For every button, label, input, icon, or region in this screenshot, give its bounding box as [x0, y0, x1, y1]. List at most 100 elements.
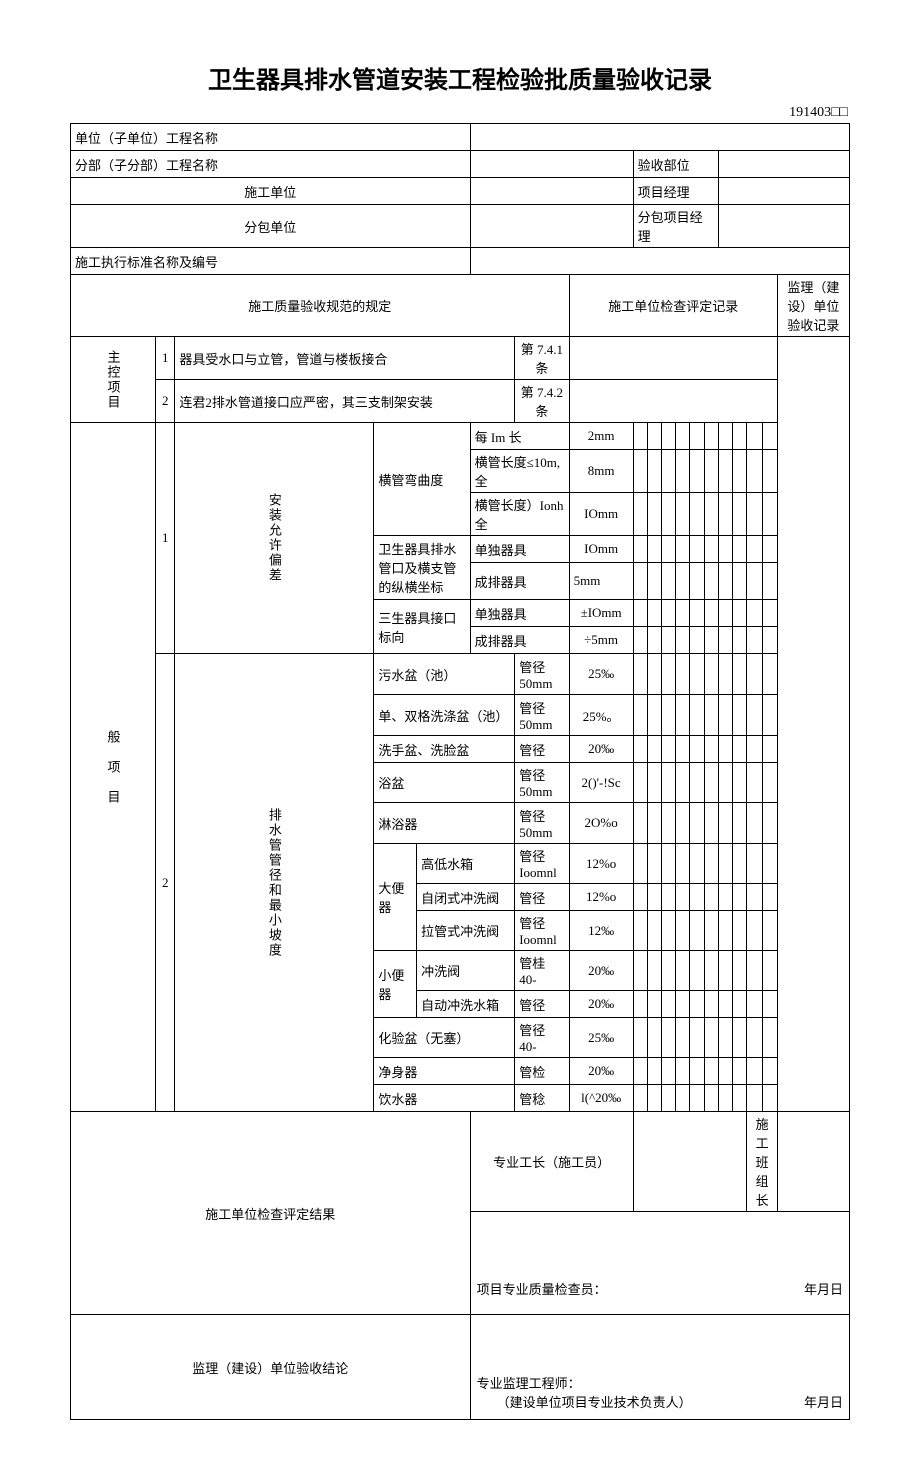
- chk[interactable]: [762, 563, 777, 600]
- chk[interactable]: [662, 423, 676, 450]
- chk[interactable]: [704, 423, 718, 450]
- chk[interactable]: [647, 536, 661, 563]
- chk[interactable]: [718, 1085, 732, 1112]
- chk[interactable]: [704, 803, 718, 844]
- chk[interactable]: [633, 1058, 647, 1085]
- chk[interactable]: [662, 763, 676, 803]
- chk[interactable]: [747, 600, 762, 627]
- chk[interactable]: [633, 627, 647, 654]
- chk[interactable]: [762, 1058, 777, 1085]
- chk[interactable]: [690, 695, 704, 736]
- chk[interactable]: [690, 600, 704, 627]
- chk[interactable]: [704, 695, 718, 736]
- chk[interactable]: [762, 991, 777, 1018]
- chk[interactable]: [647, 654, 661, 695]
- chk[interactable]: [662, 654, 676, 695]
- chk[interactable]: [647, 803, 661, 844]
- chk[interactable]: [662, 803, 676, 844]
- chk[interactable]: [733, 627, 747, 654]
- chk[interactable]: [647, 450, 661, 493]
- chk[interactable]: [676, 600, 690, 627]
- chk[interactable]: [733, 844, 747, 884]
- chk[interactable]: [704, 736, 718, 763]
- inspector-block[interactable]: 项目专业质量检查员： 年月日: [470, 1212, 849, 1315]
- chk[interactable]: [718, 1058, 732, 1085]
- chk[interactable]: [676, 654, 690, 695]
- chk[interactable]: [647, 1058, 661, 1085]
- chk[interactable]: [647, 884, 661, 911]
- chk[interactable]: [676, 1018, 690, 1058]
- chk[interactable]: [633, 600, 647, 627]
- chk[interactable]: [762, 627, 777, 654]
- chk[interactable]: [633, 763, 647, 803]
- chk[interactable]: [747, 654, 762, 695]
- chk[interactable]: [747, 763, 762, 803]
- chk[interactable]: [733, 763, 747, 803]
- chk[interactable]: [690, 450, 704, 493]
- chk[interactable]: [633, 1085, 647, 1112]
- chk[interactable]: [704, 951, 718, 991]
- chk[interactable]: [718, 763, 732, 803]
- chk[interactable]: [676, 991, 690, 1018]
- chk[interactable]: [762, 844, 777, 884]
- chk[interactable]: [718, 654, 732, 695]
- chk[interactable]: [662, 1018, 676, 1058]
- chk[interactable]: [762, 493, 777, 536]
- chk[interactable]: [633, 450, 647, 493]
- chk[interactable]: [662, 844, 676, 884]
- chk[interactable]: [747, 695, 762, 736]
- chk[interactable]: [747, 536, 762, 563]
- chk[interactable]: [633, 493, 647, 536]
- chk[interactable]: [647, 1018, 661, 1058]
- chk[interactable]: [676, 1058, 690, 1085]
- chk[interactable]: [762, 803, 777, 844]
- chk[interactable]: [747, 627, 762, 654]
- unit-project-value[interactable]: [470, 124, 849, 151]
- chk[interactable]: [633, 536, 647, 563]
- chk[interactable]: [762, 763, 777, 803]
- chk[interactable]: [733, 423, 747, 450]
- chk[interactable]: [690, 1085, 704, 1112]
- chk[interactable]: [676, 763, 690, 803]
- chk[interactable]: [718, 695, 732, 736]
- chk[interactable]: [733, 493, 747, 536]
- chk[interactable]: [718, 884, 732, 911]
- chk[interactable]: [690, 1058, 704, 1085]
- chk[interactable]: [747, 803, 762, 844]
- chk[interactable]: [733, 951, 747, 991]
- chk[interactable]: [762, 695, 777, 736]
- chk[interactable]: [647, 563, 661, 600]
- chk[interactable]: [647, 991, 661, 1018]
- chk[interactable]: [690, 844, 704, 884]
- chk[interactable]: [676, 803, 690, 844]
- chk[interactable]: [733, 536, 747, 563]
- chk[interactable]: [718, 423, 732, 450]
- chk[interactable]: [747, 844, 762, 884]
- chk[interactable]: [762, 600, 777, 627]
- chk[interactable]: [662, 911, 676, 951]
- chk[interactable]: [676, 951, 690, 991]
- chk[interactable]: [662, 600, 676, 627]
- chk[interactable]: [747, 991, 762, 1018]
- chk[interactable]: [647, 493, 661, 536]
- chk[interactable]: [704, 563, 718, 600]
- chk[interactable]: [676, 563, 690, 600]
- chk[interactable]: [733, 563, 747, 600]
- chk[interactable]: [733, 1018, 747, 1058]
- chk[interactable]: [690, 563, 704, 600]
- chk[interactable]: [733, 736, 747, 763]
- division-project-value[interactable]: [470, 151, 633, 178]
- chk[interactable]: [662, 951, 676, 991]
- chk[interactable]: [690, 884, 704, 911]
- chk[interactable]: [762, 450, 777, 493]
- chk[interactable]: [733, 803, 747, 844]
- chk[interactable]: [662, 1058, 676, 1085]
- chk[interactable]: [676, 450, 690, 493]
- chk[interactable]: [704, 1085, 718, 1112]
- chk[interactable]: [633, 1018, 647, 1058]
- chk[interactable]: [762, 884, 777, 911]
- chk[interactable]: [676, 844, 690, 884]
- standard-value[interactable]: [470, 248, 849, 275]
- chk[interactable]: [633, 884, 647, 911]
- chk[interactable]: [690, 803, 704, 844]
